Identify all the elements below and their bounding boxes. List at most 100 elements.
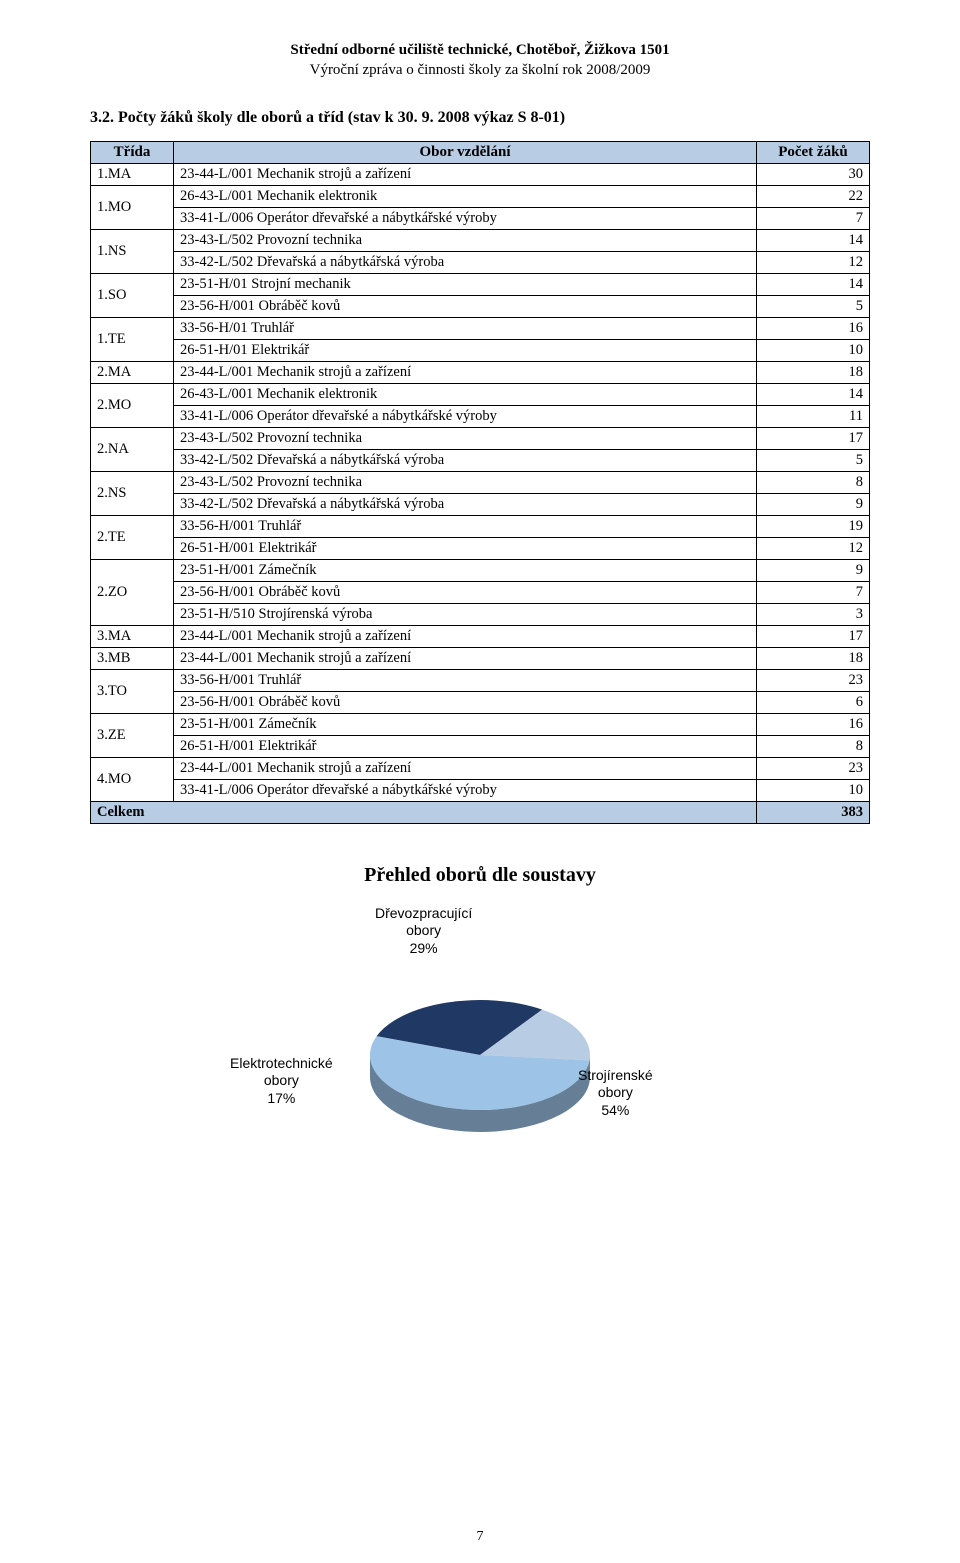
count-cell: 22 (757, 185, 870, 207)
table-row: 23-56-H/001 Obráběč kovů6 (91, 691, 870, 713)
class-cell: 3.TO (91, 669, 174, 713)
desc-cell: 23-56-H/001 Obráběč kovů (174, 581, 757, 603)
count-cell: 9 (757, 559, 870, 581)
class-cell: 1.NS (91, 229, 174, 273)
desc-cell: 33-56-H/001 Truhlář (174, 515, 757, 537)
desc-cell: 33-42-L/502 Dřevařská a nábytkářská výro… (174, 449, 757, 471)
class-cell: 2.ZO (91, 559, 174, 625)
count-cell: 14 (757, 229, 870, 251)
desc-cell: 26-51-H/01 Elektrikář (174, 339, 757, 361)
desc-cell: 23-51-H/01 Strojní mechanik (174, 273, 757, 295)
class-cell: 1.MO (91, 185, 174, 229)
class-cell: 1.SO (91, 273, 174, 317)
count-cell: 30 (757, 163, 870, 185)
count-cell: 18 (757, 647, 870, 669)
count-cell: 7 (757, 581, 870, 603)
class-cell: 2.TE (91, 515, 174, 559)
total-label: Celkem (91, 801, 757, 823)
desc-cell: 33-41-L/006 Operátor dřevařské a nábytká… (174, 207, 757, 229)
count-cell: 17 (757, 427, 870, 449)
table-row: 1.NS23-43-L/502 Provozní technika14 (91, 229, 870, 251)
page-header: Střední odborné učiliště technické, Chot… (90, 40, 870, 81)
count-cell: 16 (757, 713, 870, 735)
desc-cell: 23-44-L/001 Mechanik strojů a zařízení (174, 757, 757, 779)
desc-cell: 23-51-H/510 Strojírenská výroba (174, 603, 757, 625)
desc-cell: 23-44-L/001 Mechanik strojů a zařízení (174, 625, 757, 647)
table-row: 33-41-L/006 Operátor dřevařské a nábytká… (91, 779, 870, 801)
count-cell: 14 (757, 383, 870, 405)
desc-cell: 26-43-L/001 Mechanik elektronik (174, 185, 757, 207)
desc-cell: 23-51-H/001 Zámečník (174, 559, 757, 581)
desc-cell: 33-41-L/006 Operátor dřevařské a nábytká… (174, 405, 757, 427)
pie-label: Strojírenskéobory54% (578, 1067, 653, 1120)
desc-cell: 33-56-H/001 Truhlář (174, 669, 757, 691)
desc-cell: 33-42-L/502 Dřevařská a nábytkářská výro… (174, 251, 757, 273)
header-line2: Výroční zpráva o činnosti školy za školn… (90, 60, 870, 80)
count-cell: 5 (757, 295, 870, 317)
class-cell: 2.NA (91, 427, 174, 471)
table-row: 3.TO33-56-H/001 Truhlář23 (91, 669, 870, 691)
class-cell: 2.MA (91, 361, 174, 383)
desc-cell: 23-43-L/502 Provozní technika (174, 229, 757, 251)
table-row: 2.ZO23-51-H/001 Zámečník9 (91, 559, 870, 581)
table-row: 26-51-H/001 Elektrikář8 (91, 735, 870, 757)
table-row: 4.MO23-44-L/001 Mechanik strojů a zaříze… (91, 757, 870, 779)
table-row: 1.MO26-43-L/001 Mechanik elektronik22 (91, 185, 870, 207)
table-row: 23-51-H/510 Strojírenská výroba3 (91, 603, 870, 625)
table-row: 2.TE33-56-H/001 Truhlář19 (91, 515, 870, 537)
table-row: 2.MO26-43-L/001 Mechanik elektronik14 (91, 383, 870, 405)
count-cell: 18 (757, 361, 870, 383)
chart-title: Přehled oborů dle soustavy (90, 864, 870, 887)
count-cell: 8 (757, 471, 870, 493)
desc-cell: 26-51-H/001 Elektrikář (174, 735, 757, 757)
class-cell: 3.MA (91, 625, 174, 647)
table-row: 33-41-L/006 Operátor dřevařské a nábytká… (91, 207, 870, 229)
count-cell: 19 (757, 515, 870, 537)
table-row: 3.MA23-44-L/001 Mechanik strojů a zaříze… (91, 625, 870, 647)
count-cell: 11 (757, 405, 870, 427)
class-cell: 2.MO (91, 383, 174, 427)
page-number: 7 (0, 1529, 960, 1545)
count-cell: 23 (757, 669, 870, 691)
count-cell: 14 (757, 273, 870, 295)
count-cell: 17 (757, 625, 870, 647)
desc-cell: 23-56-H/001 Obráběč kovů (174, 691, 757, 713)
count-cell: 23 (757, 757, 870, 779)
count-cell: 10 (757, 779, 870, 801)
column-header: Třída (91, 141, 174, 163)
class-cell: 2.NS (91, 471, 174, 515)
table-row: 3.ZE23-51-H/001 Zámečník16 (91, 713, 870, 735)
table-row: 33-41-L/006 Operátor dřevařské a nábytká… (91, 405, 870, 427)
table-row: 2.NS23-43-L/502 Provozní technika8 (91, 471, 870, 493)
desc-cell: 23-44-L/001 Mechanik strojů a zařízení (174, 361, 757, 383)
desc-cell: 26-51-H/001 Elektrikář (174, 537, 757, 559)
section-title: 3.2. Počty žáků školy dle oborů a tříd (… (90, 109, 870, 127)
pie-label: Elektrotechnickéobory17% (230, 1055, 333, 1108)
desc-cell: 33-41-L/006 Operátor dřevařské a nábytká… (174, 779, 757, 801)
count-cell: 16 (757, 317, 870, 339)
table-row: 33-42-L/502 Dřevařská a nábytkářská výro… (91, 493, 870, 515)
count-cell: 6 (757, 691, 870, 713)
table-row: 1.SO23-51-H/01 Strojní mechanik14 (91, 273, 870, 295)
page: Střední odborné učiliště technické, Chot… (0, 0, 960, 1563)
desc-cell: 26-43-L/001 Mechanik elektronik (174, 383, 757, 405)
class-cell: 1.MA (91, 163, 174, 185)
desc-cell: 33-56-H/01 Truhlář (174, 317, 757, 339)
count-cell: 3 (757, 603, 870, 625)
table-row: 33-42-L/502 Dřevařská a nábytkářská výro… (91, 251, 870, 273)
total-value: 383 (757, 801, 870, 823)
class-cell: 4.MO (91, 757, 174, 801)
table-row: 3.MB23-44-L/001 Mechanik strojů a zaříze… (91, 647, 870, 669)
class-cell: 3.ZE (91, 713, 174, 757)
pie-chart: Dřevozpracujícíobory29%Strojírenskéobory… (220, 905, 740, 1170)
class-cell: 1.TE (91, 317, 174, 361)
count-cell: 10 (757, 339, 870, 361)
desc-cell: 23-43-L/502 Provozní technika (174, 471, 757, 493)
desc-cell: 23-51-H/001 Zámečník (174, 713, 757, 735)
desc-cell: 33-42-L/502 Dřevařská a nábytkářská výro… (174, 493, 757, 515)
desc-cell: 23-44-L/001 Mechanik strojů a zařízení (174, 647, 757, 669)
desc-cell: 23-43-L/502 Provozní technika (174, 427, 757, 449)
table-row: 33-42-L/502 Dřevařská a nábytkářská výro… (91, 449, 870, 471)
column-header: Počet žáků (757, 141, 870, 163)
table-row: 23-56-H/001 Obráběč kovů7 (91, 581, 870, 603)
